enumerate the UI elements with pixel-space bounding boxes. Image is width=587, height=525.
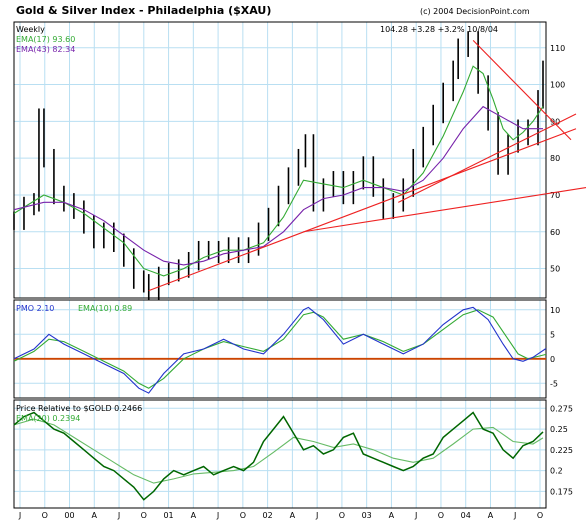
ema-short-label: EMA(17) 93.60 <box>16 35 75 44</box>
price-y-tick-label: 50 <box>550 265 560 274</box>
pmo-y-tick-label: 0 <box>550 355 555 364</box>
x-tick-label: O <box>537 511 543 520</box>
x-tick-label: J <box>315 511 318 520</box>
x-tick-label: 04 <box>461 511 471 520</box>
ema-long-line <box>13 105 543 266</box>
relative-ema-label: EMA(20) 0.2394 <box>16 414 80 423</box>
pmo-signal-line <box>13 309 547 389</box>
pmo-y-tick-label: -5 <box>550 379 558 388</box>
relative-y-tick-label: 0.25 <box>550 425 568 434</box>
x-tick-label: J <box>513 511 516 520</box>
relative-label: Price Relative to $GOLD 0.2466 <box>16 404 142 413</box>
pmo-y-tick-label: 5 <box>550 330 555 339</box>
pmo-series <box>13 306 547 394</box>
relative-grid <box>14 400 546 508</box>
trendline-1 <box>148 128 577 292</box>
relative-series <box>13 411 544 501</box>
relative-y-tick-label: 0.175 <box>550 487 573 496</box>
relative-line <box>13 411 544 501</box>
x-tick-label: 01 <box>163 511 173 520</box>
relative-y-axis: 0.175 0.2 0.225 0.25 0.275 <box>550 404 573 496</box>
x-tick-label: J <box>18 511 21 520</box>
x-tick-label: J <box>216 511 219 520</box>
pmo-ema-label: EMA(10) 0.89 <box>78 304 132 313</box>
price-panel-border <box>13 21 547 299</box>
price-y-tick-label: 100 <box>550 81 565 90</box>
price-y-tick-label: 110 <box>550 44 565 53</box>
x-tick-label: A <box>389 511 395 520</box>
price-y-tick-label: 90 <box>550 117 560 126</box>
x-tick-label: 03 <box>362 511 372 520</box>
pmo-panel: -5 0 5 10 PMO 2.10 EMA(10) 0.89 <box>13 299 560 399</box>
x-tick-label: J <box>414 511 417 520</box>
relative-ema-line <box>13 418 544 484</box>
price-y-tick-label: 80 <box>550 154 560 163</box>
pmo-y-tick-label: 10 <box>550 306 560 315</box>
x-tick-label: O <box>339 511 345 520</box>
x-tick-label: O <box>438 511 444 520</box>
relative-y-tick-label: 0.2 <box>550 467 563 476</box>
price-y-axis: 50 60 70 80 90 100 110 <box>550 44 565 274</box>
pmo-line <box>13 306 547 394</box>
x-tick-label: 00 <box>64 511 74 520</box>
price-quote: 104.28 +3.28 +3.2% 10/8/04 <box>380 25 498 34</box>
period-label: Weekly <box>16 25 45 34</box>
relative-panel: 0.175 0.2 0.225 0.25 0.275 Price Relative to… <box>13 399 573 509</box>
price-panel: 50 60 70 80 90 100 110 Weekly EMA(17) 93.60 EM… <box>13 21 587 300</box>
x-tick-label: O <box>42 511 48 520</box>
x-tick-label: O <box>240 511 246 520</box>
trendline-3 <box>472 40 572 141</box>
x-tick-label: A <box>191 511 197 520</box>
copyright-text: (c) 2004 DecisionPoint.com <box>420 7 530 16</box>
x-tick-label: A <box>290 511 296 520</box>
chart-title: Gold & Silver Index - Philadelphia ($XAU… <box>16 4 271 17</box>
pmo-y-axis: -5 0 5 10 <box>550 306 560 389</box>
trendline-2 <box>398 113 577 203</box>
trendline-4 <box>303 187 587 233</box>
relative-panel-border <box>13 399 547 509</box>
price-grid <box>14 22 546 298</box>
ema-long-label: EMA(43) 82.34 <box>16 45 75 54</box>
x-tick-label: A <box>92 511 98 520</box>
x-tick-label: J <box>117 511 120 520</box>
x-tick-label: 02 <box>263 511 273 520</box>
price-series <box>13 31 587 300</box>
relative-y-tick-label: 0.225 <box>550 446 573 455</box>
x-tick-label: O <box>141 511 147 520</box>
x-axis: J O 00 A J O 01 A J O 02 A J O 03 A J O 04 A J O <box>18 511 543 520</box>
price-y-tick-label: 60 <box>550 228 560 237</box>
pmo-label: PMO 2.10 <box>16 304 54 313</box>
x-tick-label: A <box>488 511 494 520</box>
ema-short-line <box>13 65 544 277</box>
relative-y-tick-label: 0.275 <box>550 404 573 413</box>
price-y-tick-label: 70 <box>550 191 560 200</box>
